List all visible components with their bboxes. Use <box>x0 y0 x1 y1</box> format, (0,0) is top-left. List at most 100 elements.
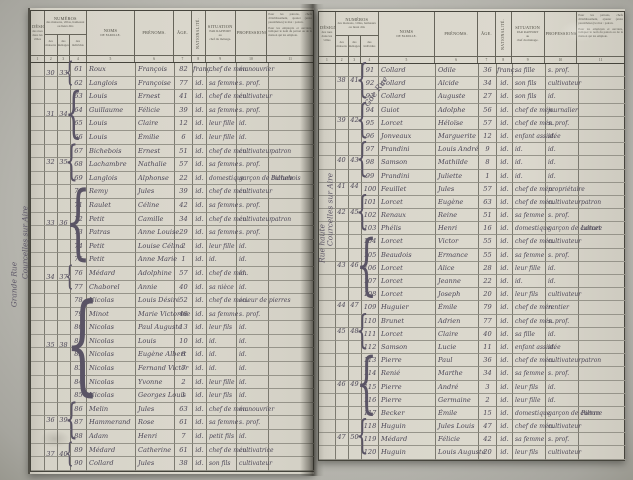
cell-situation: chef de mén. <box>513 195 554 210</box>
cell-family-name: Minot <box>87 307 136 322</box>
cell-individu-number: 61 <box>71 63 87 77</box>
cell-street <box>31 307 45 322</box>
cell-family-name: Lorcet <box>379 195 436 210</box>
cell-profession: id. <box>237 334 269 349</box>
cell-maison <box>45 334 58 349</box>
cell-employer-note <box>269 416 315 431</box>
cell-nationality: id. <box>497 367 513 381</box>
cell-employer-note <box>579 235 626 249</box>
cell-profession: id. <box>237 117 269 131</box>
cell-employer-note <box>269 117 315 131</box>
cell-employer-note <box>269 444 315 458</box>
header-line: SITUATION <box>515 25 540 31</box>
cell-first-name: Georges Louis <box>136 389 186 403</box>
cell-profession: cultivateur <box>546 420 581 434</box>
cell-menage <box>58 348 71 363</box>
table-header: DÉSIGNATIONdes rues dans les villes1NUMÉ… <box>319 12 624 64</box>
cell-menage <box>58 158 71 172</box>
cell-nationality: id. <box>193 348 207 363</box>
cell-family-name: Prandini <box>379 143 436 157</box>
header-subtitle: des maisons, villas, hameaux ou lieux di… <box>46 20 85 29</box>
cell-menage <box>58 239 71 254</box>
cell-street <box>319 222 336 236</box>
cell-family-name: Roux <box>87 63 136 77</box>
cell-menage <box>58 171 71 186</box>
cell-maison <box>336 340 349 355</box>
cell-individu-number: 87 <box>71 416 87 431</box>
header-line: PAR RAPPORT <box>209 28 231 33</box>
cell-employer-note <box>269 348 315 363</box>
cell-street <box>31 158 45 172</box>
cell-menage <box>349 380 362 394</box>
cell-age: 36 <box>479 354 497 368</box>
cell-age: 51 <box>175 144 193 159</box>
cell-situation: id. <box>513 169 546 183</box>
column-header-noms: NOMS DE FAMILLE. 5 <box>378 12 436 63</box>
cell-maison <box>336 143 349 157</box>
cell-situation: sa femme <box>207 226 238 240</box>
cell-first-name: Mathilde <box>436 156 479 170</box>
cell-individu-number: 106 <box>362 261 379 275</box>
cell-profession: id. <box>546 143 579 157</box>
cell-age: 47 <box>479 420 497 434</box>
cell-maison <box>336 195 349 210</box>
cell-employer-note: Lorcet <box>579 222 626 236</box>
cell-nationality: id. <box>497 209 513 223</box>
cell-situation: chef de mén. <box>207 144 248 159</box>
cell-first-name: Jules <box>136 185 175 199</box>
header-line: ÂGE. <box>480 31 492 37</box>
cell-age: 2 <box>479 393 497 407</box>
cell-individu-number: 92 <box>362 77 379 91</box>
header-subtitle: des maisons, villas, hameaux ou lieux di… <box>337 21 376 30</box>
cell-age: 1 <box>479 169 497 183</box>
cell-employer-note <box>579 328 626 341</box>
cell-age: 7 <box>175 430 193 444</box>
cell-menage <box>58 144 71 159</box>
cell-employer-note <box>269 308 315 322</box>
cell-age: 8 <box>479 156 497 170</box>
cell-family-name: Nicolas <box>87 294 136 308</box>
cell-employer-note <box>579 209 626 223</box>
cell-menage <box>58 307 71 322</box>
cell-family-name: Hammerand <box>87 416 136 431</box>
cell-menage <box>58 294 71 308</box>
cell-first-name: Catherine <box>136 443 175 458</box>
cell-individu-number: 71 <box>71 198 87 213</box>
cell-first-name: Paul Auguste <box>136 321 182 335</box>
cell-menage <box>58 280 71 295</box>
cell-employer-note <box>269 63 315 77</box>
cell-family-name: Pierre <box>379 380 436 394</box>
cell-menage <box>58 90 71 104</box>
header-text: PRÉNOMS. <box>135 11 173 55</box>
cell-maison <box>45 158 58 172</box>
cell-family-name: Nicolas <box>87 375 136 390</box>
cell-age: 12 <box>479 129 497 144</box>
cell-family-name: Nicolas <box>87 321 136 335</box>
cell-profession: s. prof. <box>546 433 579 447</box>
header-title: DÉSIGNATION <box>320 25 335 31</box>
cell-individu-number: 65 <box>71 117 87 131</box>
cell-menage <box>58 334 71 349</box>
column-header-prenoms: PRÉNOMS. 6 <box>435 12 478 63</box>
cell-nationality: id. <box>497 248 513 262</box>
cell-age: 48 <box>175 307 193 322</box>
cell-individu-number: 97 <box>362 143 379 157</box>
cell-situation: sa femme <box>207 198 238 213</box>
cell-street <box>31 130 45 145</box>
cell-situation: sa femme <box>207 307 238 322</box>
cell-maison <box>336 380 349 394</box>
cell-situation: domestique <box>513 406 550 421</box>
cell-situation: chef de mén. <box>513 235 554 249</box>
cell-menage <box>349 116 362 130</box>
cell-situation: chef de mén. <box>207 443 248 458</box>
cell-nationality: franç. <box>497 64 517 78</box>
cell-profession: s. prof. <box>237 103 269 118</box>
column-header-designation: DÉSIGNATIONdes rues dans les villes <box>31 11 44 55</box>
cell-first-name: Ermance <box>436 248 479 262</box>
cell-situation: domestique <box>207 171 244 186</box>
cell-employer-note <box>269 267 315 281</box>
cell-individu-number: 91 <box>362 64 379 78</box>
cell-age: 63 <box>175 402 193 417</box>
column-header-numeros: NUMÉROS des maisons, villas, hameaux ou l… <box>335 12 378 36</box>
